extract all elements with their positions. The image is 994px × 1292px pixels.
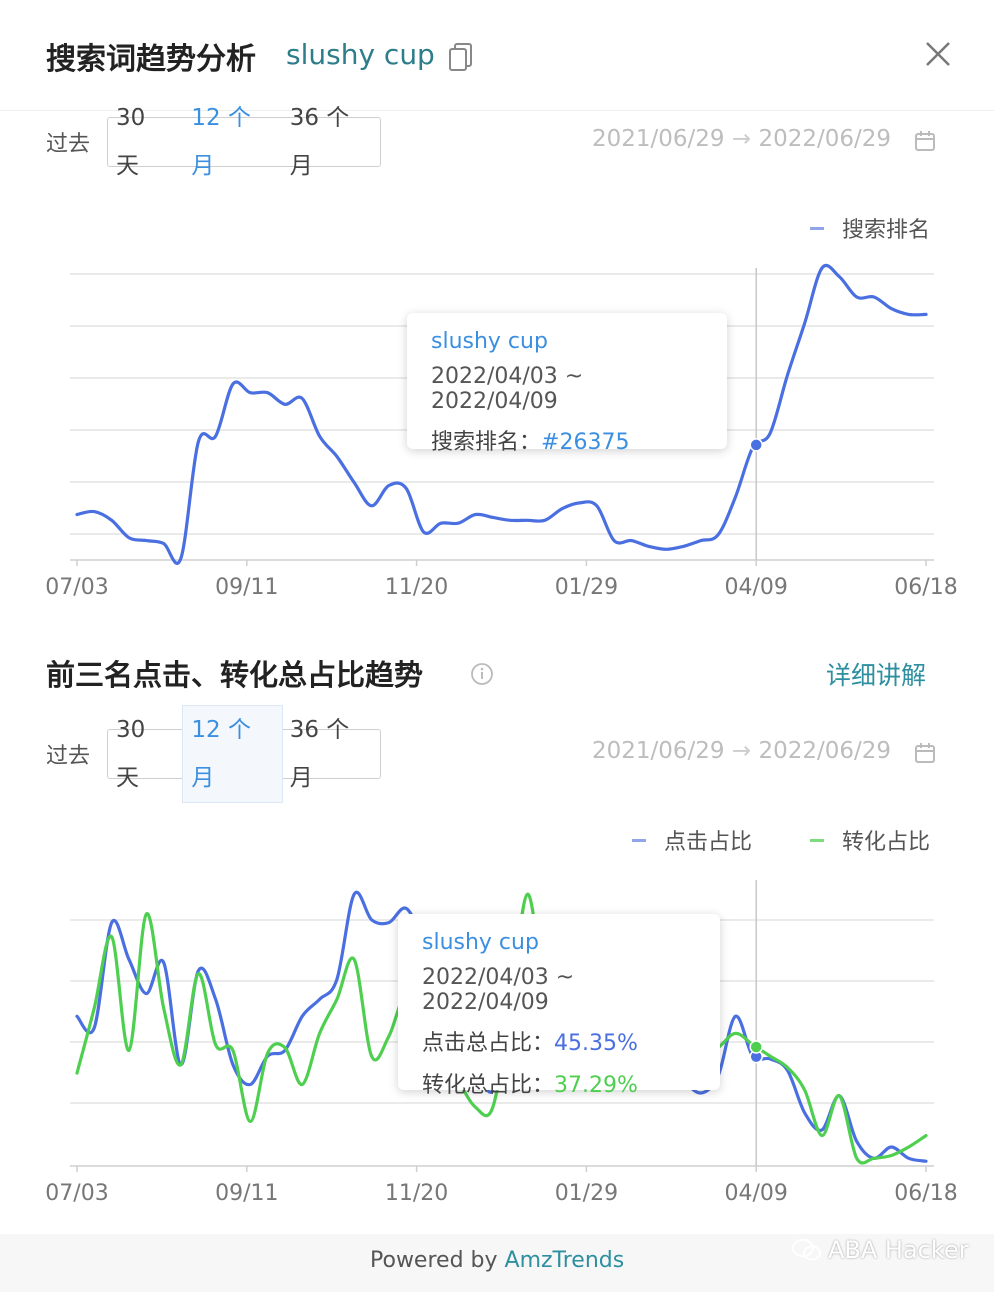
tooltip-date-range: 2022/04/03 ~ 2022/04/09 [431, 364, 584, 414]
footer [0, 1234, 994, 1292]
x-tick-label: 01/29 [555, 575, 618, 600]
tooltip-conv-label: 转化总占比： [422, 1073, 555, 1098]
date-range[interactable]: 2021/06/29 → 2022/06/29 [592, 126, 892, 152]
tooltip-keyword: slushy cup [431, 329, 548, 354]
legend-search-rank[interactable]: 搜索排名 [810, 212, 930, 244]
powered-prefix: Powered by [370, 1248, 505, 1273]
legend-conversion-share[interactable]: 转化占比 [810, 824, 930, 856]
x-tick-label: 11/20 [385, 575, 448, 600]
range-30-days[interactable]: 30 天 [116, 717, 146, 791]
powered-by: Powered by AmzTrends [370, 1248, 624, 1273]
date-range[interactable]: 2021/06/29 → 2022/06/29 [592, 738, 892, 764]
legend-label: 转化占比 [842, 830, 931, 855]
range-selector: 30 天 12 个月 36 个月 [107, 105, 381, 179]
x-tick-label: 09/11 [215, 1181, 278, 1206]
section-title: 前三名点击、转化总占比趋势 [46, 658, 424, 692]
range-selector: 30 天 12 个月 36 个月 [107, 705, 381, 803]
tooltip-date-range: 2022/04/03 ~ 2022/04/09 [422, 965, 575, 1015]
x-tick-label: 06/18 [894, 575, 957, 600]
search-rank-tooltip: slushy cup 2022/04/03 ~ 2022/04/09 搜索排名：… [407, 313, 727, 455]
tooltip-keyword: slushy cup [422, 930, 539, 955]
info-icon[interactable] [470, 662, 494, 686]
tooltip-metric: 搜索排名：#26375 [431, 424, 703, 456]
past-label: 过去 [46, 132, 91, 157]
x-tick-label: 01/29 [555, 1181, 618, 1206]
past-label: 过去 [46, 744, 91, 769]
date-from: 2021/06/29 [592, 126, 725, 152]
date-from: 2021/06/29 [592, 738, 725, 764]
keyword-title: slushy cup [286, 38, 435, 71]
calendar-icon[interactable] [914, 130, 936, 152]
tooltip-click-label: 点击总占比： [422, 1031, 555, 1056]
legend-click-share[interactable]: 点击占比 [632, 824, 752, 856]
legend-swatch [632, 838, 646, 842]
range-30-days[interactable]: 30 天 [116, 105, 146, 179]
legend-label: 点击占比 [664, 830, 753, 855]
highlight-point-1 [749, 438, 763, 452]
click-conversion-tooltip: slushy cup 2022/04/03 ~ 2022/04/09 点击总占比… [398, 914, 720, 1098]
watermark: ABA Hacker [792, 1236, 969, 1264]
legend-label: 搜索排名 [842, 218, 931, 243]
click-conversion-chart[interactable]: 07/03 09/11 11/20 01/29 04/09 06/18 [0, 860, 994, 1220]
highlight-point-2 [749, 1040, 763, 1054]
x-tick-label: 11/20 [385, 1181, 448, 1206]
range-12-months[interactable]: 12 个月 [191, 105, 251, 179]
series-line-2 [75, 892, 928, 1165]
dialog-header: 搜索词趋势分析 slushy cup [0, 0, 994, 111]
range-36-months[interactable]: 36 个月 [289, 717, 350, 791]
copy-icon[interactable] [448, 42, 474, 72]
range-12-months[interactable]: 12 个月 [182, 705, 283, 803]
x-tick-label: 09/11 [215, 575, 278, 600]
dialog-title: 搜索词趋势分析 [46, 42, 256, 77]
x-tick-label: 06/18 [894, 1181, 957, 1206]
wechat-icon [792, 1239, 821, 1261]
tooltip-metric-value: #26375 [541, 430, 630, 455]
x-tick-label: 07/03 [45, 575, 108, 600]
tooltip-click-share: 点击总占比：45.35% [422, 1025, 696, 1057]
search-rank-chart[interactable]: 07/03 09/11 11/20 01/29 04/09 06/18 [0, 240, 994, 610]
date-to: 2022/06/29 [758, 126, 892, 152]
legend-swatch [810, 838, 824, 842]
calendar-icon[interactable] [914, 742, 936, 764]
series-line-1 [75, 263, 928, 565]
detail-link[interactable]: 详细讲解 [826, 661, 927, 690]
tooltip-conversion-share: 转化总占比：37.29% [422, 1067, 696, 1099]
x-tick-label: 04/09 [724, 575, 787, 600]
x-tick-label: 07/03 [45, 1181, 108, 1206]
date-to: 2022/06/29 [758, 738, 892, 764]
close-icon[interactable] [922, 38, 954, 70]
tooltip-click-value: 45.35% [554, 1031, 638, 1056]
tooltip-conv-value: 37.29% [554, 1073, 638, 1098]
watermark-text: ABA Hacker [828, 1236, 969, 1264]
legend-swatch [810, 226, 824, 230]
x-tick-label: 04/09 [724, 1181, 787, 1206]
tooltip-metric-label: 搜索排名： [431, 430, 542, 455]
range-36-months[interactable]: 36 个月 [289, 105, 350, 179]
powered-brand[interactable]: AmzTrends [504, 1248, 625, 1273]
